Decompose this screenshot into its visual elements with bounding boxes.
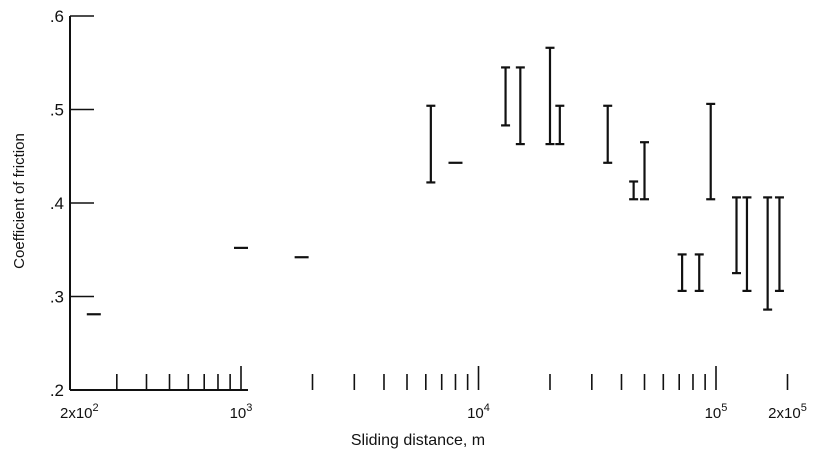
x-tick-label-2: 104 xyxy=(467,402,490,422)
x-tick-label-0: 2x102 xyxy=(60,402,99,422)
data-point-12 xyxy=(677,253,687,292)
data-marks xyxy=(86,46,784,316)
data-point-5 xyxy=(501,66,511,127)
data-point-15 xyxy=(732,196,742,275)
y-tick-label-3: .5 xyxy=(50,101,64,120)
data-point-3 xyxy=(426,104,436,184)
data-point-11 xyxy=(640,141,650,201)
x-tick-label-4: 2x105 xyxy=(768,402,807,422)
x-tick-label-3: 105 xyxy=(705,402,728,422)
x-tick-label-1: 103 xyxy=(230,402,253,422)
data-point-17 xyxy=(763,196,773,311)
x-axis-label: Sliding distance, m xyxy=(351,432,485,449)
data-point-9 xyxy=(603,104,613,164)
y-tick-label-4: .6 xyxy=(50,7,64,26)
y-axis-label: Coefficient of friction xyxy=(11,133,28,269)
data-point-16 xyxy=(742,196,752,292)
x-ticks xyxy=(116,366,789,390)
x-tick-labels: 2x102 103 104 105 2x105 xyxy=(60,402,807,422)
data-point-14 xyxy=(706,102,716,201)
y-tick-label-0: .2 xyxy=(50,381,64,400)
data-point-6 xyxy=(515,66,525,146)
data-point-13 xyxy=(694,253,704,292)
y-tick-label-2: .4 xyxy=(50,194,64,213)
y-ticks: .2 .3 .4 .5 .6 xyxy=(50,7,94,400)
data-point-10 xyxy=(629,180,639,201)
data-point-8 xyxy=(555,104,565,146)
data-point-18 xyxy=(774,196,784,292)
data-point-7 xyxy=(545,46,555,146)
y-tick-label-1: .3 xyxy=(50,288,64,307)
axes xyxy=(69,16,248,391)
